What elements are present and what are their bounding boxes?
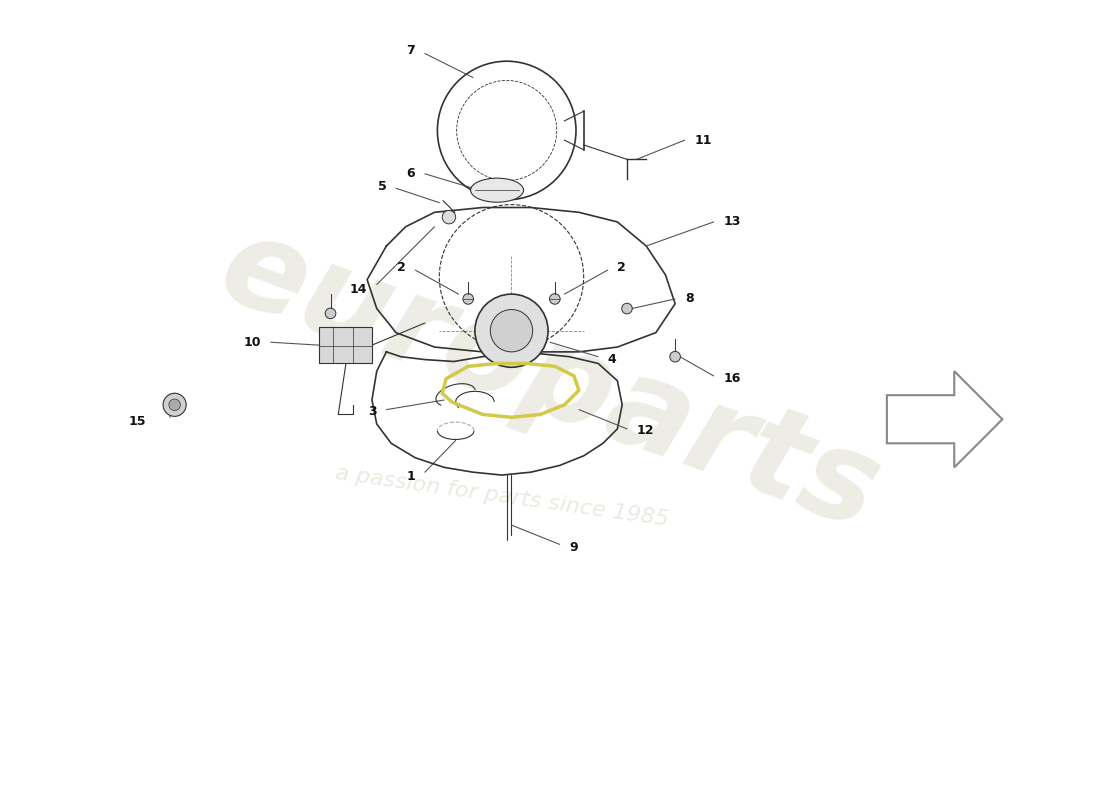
Text: 14: 14 bbox=[350, 283, 367, 296]
Text: 7: 7 bbox=[407, 44, 415, 57]
Circle shape bbox=[475, 294, 548, 367]
Circle shape bbox=[550, 294, 560, 304]
Text: 3: 3 bbox=[368, 405, 376, 418]
Circle shape bbox=[442, 210, 455, 224]
Circle shape bbox=[326, 308, 336, 318]
Text: a passion for parts since 1985: a passion for parts since 1985 bbox=[334, 463, 670, 530]
Text: 6: 6 bbox=[407, 167, 415, 180]
Circle shape bbox=[621, 303, 632, 314]
Text: europarts: europarts bbox=[205, 206, 895, 556]
Circle shape bbox=[491, 310, 532, 352]
Text: 1: 1 bbox=[407, 470, 415, 483]
Text: 9: 9 bbox=[570, 541, 578, 554]
Text: 12: 12 bbox=[637, 424, 654, 438]
Circle shape bbox=[169, 399, 180, 410]
Ellipse shape bbox=[471, 178, 524, 202]
Circle shape bbox=[670, 351, 681, 362]
Circle shape bbox=[163, 394, 186, 416]
Text: 5: 5 bbox=[377, 180, 386, 193]
Bar bbox=[319, 327, 372, 363]
Text: 10: 10 bbox=[244, 336, 262, 349]
Text: 2: 2 bbox=[397, 261, 406, 274]
Circle shape bbox=[463, 294, 473, 304]
Text: 15: 15 bbox=[129, 414, 146, 428]
Text: 16: 16 bbox=[724, 372, 740, 386]
Text: 11: 11 bbox=[694, 134, 712, 146]
Text: 8: 8 bbox=[684, 293, 693, 306]
Text: 13: 13 bbox=[724, 215, 740, 229]
Text: 2: 2 bbox=[617, 261, 626, 274]
Text: 4: 4 bbox=[607, 353, 616, 366]
